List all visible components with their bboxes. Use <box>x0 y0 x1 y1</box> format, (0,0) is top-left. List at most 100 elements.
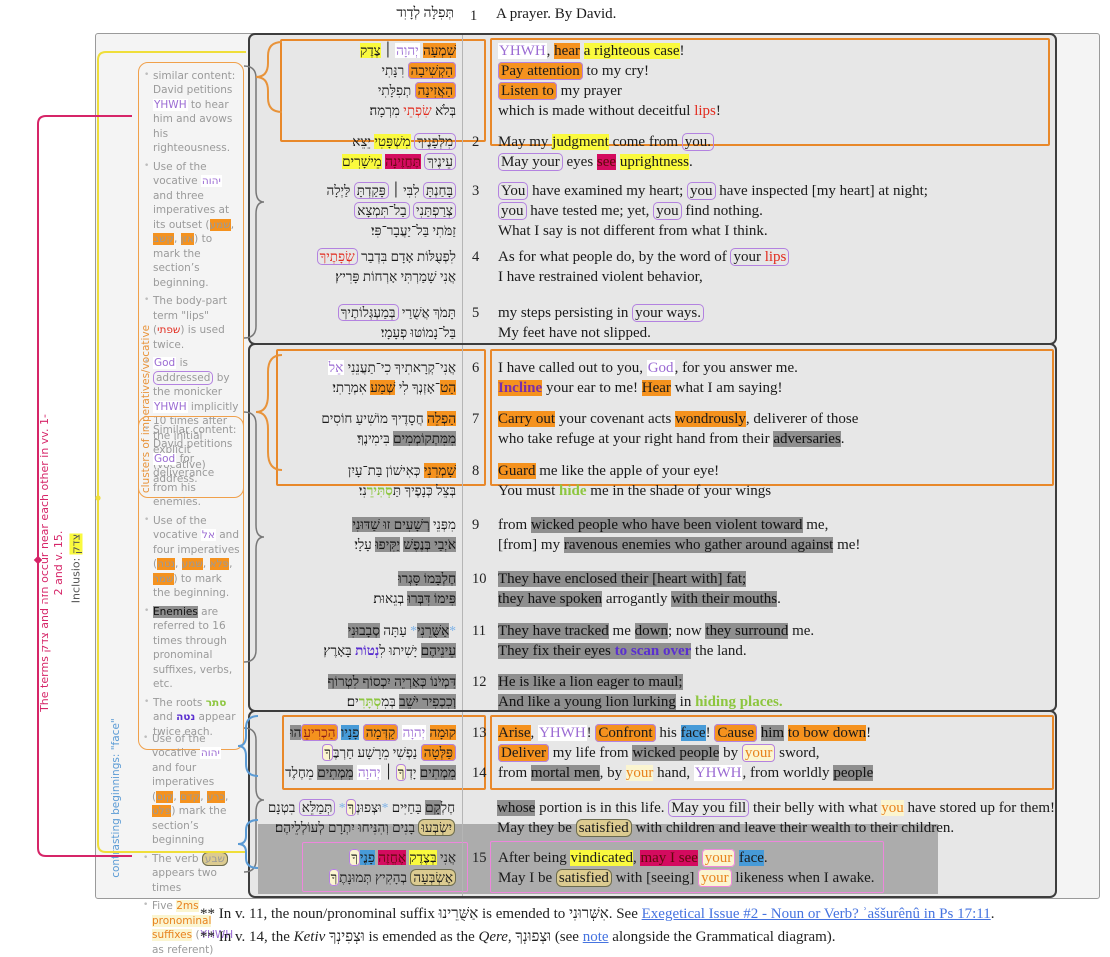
text-segment: פָּקַדְתָּ <box>353 182 389 199</box>
text-segment: people <box>833 765 874 781</box>
text-segment: ךָ <box>328 869 340 886</box>
text-segment: מִמְתִים <box>317 765 354 780</box>
footnote-link[interactable]: note <box>582 929 609 945</box>
text-segment: בָּאָרֶץ׃ <box>323 643 356 658</box>
text-segment: הַאֲזִינָה <box>414 82 456 99</box>
section-note-vv6-12: Similar content: David petitions God for… <box>138 416 244 751</box>
text-segment: בַּחַיִּים <box>388 800 426 815</box>
text-segment: קוּמָה <box>429 725 456 740</box>
text-segment: vindicated <box>570 850 633 866</box>
english-text: I have called out to you, God, for you a… <box>494 358 1055 398</box>
text-segment: צֶדֶק <box>359 43 381 58</box>
text-segment: YHWH <box>538 725 587 741</box>
text-segment: בָנִים וְהִנִּיחוּ יִתְרָם לְעוֹלְלֵיהֶם… <box>274 820 419 835</box>
verse-number: 12 <box>472 674 487 690</box>
text-line: עֵינֶיךָ תֶּחֱזֶינָה מֵישָׁרִים׃ <box>250 152 456 172</box>
text-segment: אֶשְׂבְּעָה <box>410 869 456 886</box>
text-line: *אַשֻּׁרֵנִי* עַתָּה סְבָבוּנִי <box>250 621 456 641</box>
text-segment: similar content: David petitions <box>153 70 236 97</box>
text-segment: your <box>625 765 654 781</box>
section-vv1-5: שִׁמְעָה יְהוָה ׀ צֶדֶק הַקְשִׁיבָה רִנָּ… <box>248 33 1057 345</box>
english-text: Arise, YHWH! Confront his face! Cause hi… <box>494 723 1055 763</box>
text-segment: arrogantly <box>602 591 672 607</box>
text-segment: נַפְשִׁי מֵרָשָׁע חַרְבֶּ <box>333 745 421 760</box>
text-line: [from] my ravenous enemies who gather ar… <box>498 535 1055 555</box>
text-segment: , <box>202 558 210 571</box>
text-segment: קדם <box>180 790 201 803</box>
hebrew-text: חֶלְקָם בַּחַיִּים *וּצְפוּנְךָ* תְּמַלֵ… <box>250 798 461 838</box>
text-segment: have inspected [my heart] at night; <box>715 183 928 199</box>
text-segment: , <box>230 218 235 231</box>
text-segment: שְׁמַע <box>370 380 396 395</box>
text-segment: adversaries <box>773 431 841 447</box>
text-segment: ךָ <box>349 849 360 866</box>
text-line: After being vindicated, may I see your f… <box>498 848 1055 868</box>
text-segment: my prayer <box>556 83 622 99</box>
text-segment: רְשָׁעִים זוּ שַׁדּוּנִי <box>352 517 430 532</box>
text-segment: אִמְרָתִי׃ <box>332 380 371 395</box>
text-segment: רִנָּתִי <box>381 63 408 78</box>
text-segment: They have tracked <box>498 623 609 639</box>
hebrew-text: מִפְּנֵי רְשָׁעִים זוּ שַׁדּוּנִי אֹיְבַי… <box>250 515 462 555</box>
text-line: מִמְתִים יָדְךָ ׀ יְהוָה מִמְתִים מֵחֶלֶ… <box>250 763 456 783</box>
text-segment: have examined my heart; <box>528 183 688 199</box>
text-segment: מִמִּתְקוֹמְמִים <box>393 431 456 446</box>
english-text: from wicked people who have been violent… <box>494 515 1055 555</box>
text-segment: his <box>655 725 681 741</box>
text-segment: may I see <box>640 850 698 866</box>
text-line: בָּחַנְתָּ לִבִּי ׀ פָּקַדְתָּ לַּיְלָה <box>250 181 456 201</box>
text-segment: YHWH <box>199 929 235 942</box>
text-segment: God <box>153 452 177 465</box>
text-line: הַקְשִׁיבָה רִנָּתִי <box>250 61 456 81</box>
text-line: פִּימוֹ דִּבְּרוּ בְגֵאוּת׃ <box>250 589 456 609</box>
english-text: You have examined my heart; you have ins… <box>494 181 1055 241</box>
text-line: Pay attention to my cry! <box>498 61 1055 81</box>
text-segment: אִשְּׁרוּנִי <box>569 906 609 922</box>
verse-row: הַפְלֵה חֲסָדֶיךָ מוֹשִׁיעַ חוֹסִים מִמִּ… <box>250 409 1055 449</box>
text-segment: Guard <box>498 463 536 479</box>
text-line: I have called out to you, God, for you a… <box>498 358 1055 378</box>
text-line: אֹיְבַי בְּנֶפֶשׁ יַקִּיפוּ עָלָי׃ <box>250 535 456 555</box>
text-segment: you <box>881 800 904 816</box>
note-item: The body-part term "lips" (שפתי) is used… <box>144 294 240 352</box>
text-segment: Five <box>152 900 177 913</box>
text-segment: * <box>449 623 456 638</box>
footnotes: ** In v. 11, the noun/pronominal suffix … <box>200 903 994 949</box>
verse-row: שִׁמְעָה יְהוָה ׀ צֶדֶק הַקְשִׁיבָה רִנָּ… <box>250 41 1055 121</box>
verse-number: 3 <box>472 183 480 199</box>
text-segment: צדק <box>69 533 83 555</box>
text-segment: יהוה <box>199 747 221 760</box>
text-segment: uprightness <box>619 154 689 170</box>
text-line: from wicked people who have been violent… <box>498 515 1055 535</box>
text-line: Carry out your covenant acts wondrously,… <box>498 409 1055 429</box>
hebrew-text: אֲנִי בְּצֶדֶק אֶחֱזֶה פָנֶיךָ אֶשְׂבְּעָ… <box>250 848 462 888</box>
text-line: מִפְּנֵי רְשָׁעִים זוּ שַׁדּוּנִי <box>250 515 456 535</box>
text-segment: . <box>688 154 693 170</box>
text-segment: יָדְ <box>406 765 420 780</box>
text-segment: whose <box>496 800 536 816</box>
text-segment: I have called out to you, <box>498 360 647 376</box>
text-segment: שמר <box>153 572 174 585</box>
text-segment: נטה <box>157 558 175 571</box>
text-segment: their belly with what <box>749 800 882 816</box>
text-segment: אֵל <box>327 360 345 375</box>
text-segment: יהוה <box>200 175 222 188</box>
text-segment: Cause <box>714 724 757 742</box>
text-segment: wondrously <box>675 411 746 427</box>
text-segment: לִבִּי ׀ <box>388 183 423 198</box>
footnote-link[interactable]: Exegetical Issue #2 - Noun or Verb? ʾašš… <box>641 906 991 922</box>
text-segment: addressed <box>153 370 214 385</box>
text-segment: וּצְפִינְךָ <box>329 929 365 945</box>
text-line: Guard me like the apple of your eye! <box>498 461 1055 481</box>
text-segment: and <box>38 604 51 633</box>
text-segment: ; now <box>667 623 706 639</box>
text-segment: the land. <box>691 643 747 659</box>
text-segment: פַּלְּטָה <box>420 744 456 761</box>
text-segment: קַדְּמָה <box>362 724 399 741</box>
text-segment: May you fill <box>668 799 750 817</box>
text-line: May my judgment come from you. <box>498 132 1055 152</box>
english-text: As for what people do, by the word of yo… <box>494 247 1055 287</box>
text-segment: , <box>530 725 538 741</box>
text-segment: . <box>763 850 768 866</box>
text-segment: לַּיְלָה <box>326 183 354 198</box>
